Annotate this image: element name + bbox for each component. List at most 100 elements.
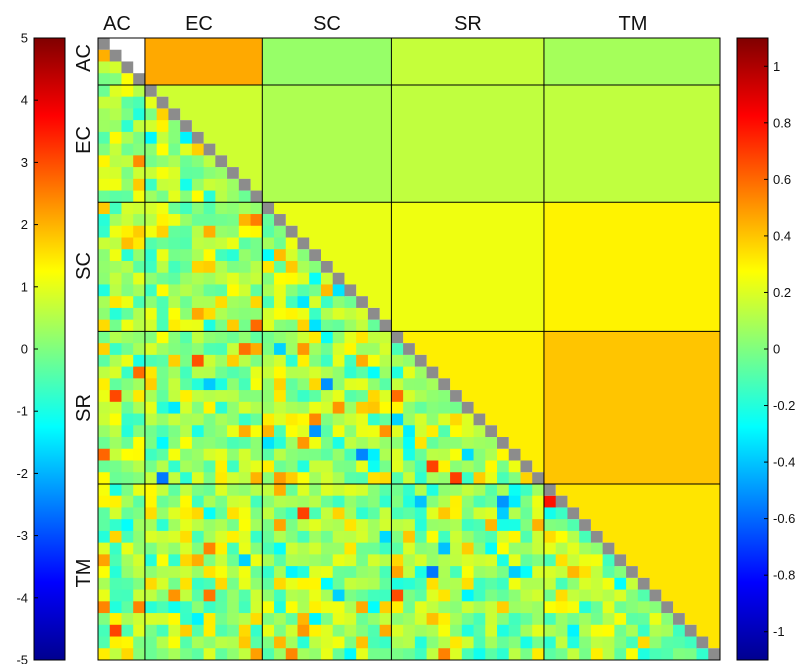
heatmap-cell: [203, 401, 216, 414]
heatmap-cell: [473, 437, 486, 450]
heatmap-cell: [180, 272, 193, 285]
heatmap-cell: [227, 413, 240, 426]
heatmap-cell: [133, 319, 146, 332]
heatmap-cell: [403, 530, 416, 544]
heatmap-cell: [168, 178, 181, 191]
heatmap-cell: [133, 84, 146, 98]
heatmap-cell: [391, 472, 404, 485]
diagonal-cell: [156, 96, 169, 109]
heatmap-cell: [168, 296, 181, 309]
heatmap-cell: [473, 542, 486, 555]
heatmap-cell: [320, 448, 334, 461]
heatmap-cell: [426, 613, 439, 626]
heatmap-cell: [356, 519, 369, 532]
heatmap-cell: [461, 437, 474, 450]
heatmap-cell: [203, 530, 216, 544]
heatmap-cell: [309, 331, 322, 344]
heatmap-cell: [121, 366, 134, 379]
heatmap-cell: [297, 249, 310, 262]
heatmap-cell: [215, 413, 228, 426]
heatmap-cell: [109, 472, 122, 485]
group-separators: [98, 38, 720, 660]
heatmap-cell: [98, 530, 111, 544]
heatmap-cell: [168, 472, 181, 485]
heatmap-cell: [250, 202, 263, 215]
heatmap-cell: [168, 390, 181, 403]
heatmap-cell: [121, 296, 134, 309]
heatmap-cell: [133, 120, 146, 133]
heatmap-cell: [144, 589, 158, 602]
heatmap-cell: [156, 507, 169, 520]
heatmap-cell: [614, 613, 627, 626]
diagonal-cell: [555, 495, 568, 508]
heatmap-cell: [144, 284, 158, 297]
heatmap-cell: [215, 519, 228, 532]
heatmap-cell: [332, 425, 345, 438]
heatmap-cell: [426, 554, 439, 567]
heatmap-cell: [109, 413, 122, 426]
heatmap-cell: [379, 354, 392, 368]
heatmap-cell: [414, 613, 428, 626]
heatmap-cell: [168, 566, 181, 579]
heatmap-cell: [485, 495, 498, 508]
matrix-frame: [97, 37, 721, 661]
heatmap-cell: [403, 554, 416, 567]
heatmap-cell: [250, 331, 263, 344]
heatmap-cell: [297, 425, 310, 438]
heatmap-cell: [379, 554, 392, 567]
heatmap-cell: [274, 307, 287, 321]
heatmap-cell: [403, 624, 416, 637]
heatmap-cell: [274, 636, 287, 649]
heatmap-cell: [391, 413, 404, 426]
heatmap-cell: [543, 530, 557, 544]
heatmap-cell: [133, 167, 146, 180]
heatmap-cell: [121, 249, 134, 262]
diagonal-cell: [637, 577, 650, 590]
heatmap-cell: [203, 167, 216, 180]
heatmap-cell: [543, 589, 557, 602]
heatmap-cell: [391, 343, 404, 356]
heatmap-cell: [332, 589, 345, 602]
heatmap-cell: [133, 354, 146, 368]
heatmap-cell: [121, 155, 134, 168]
heatmap-cell: [203, 272, 216, 285]
heatmap-cell: [403, 472, 416, 485]
heatmap-cell: [109, 542, 122, 555]
heatmap-cell: [391, 366, 404, 379]
heatmap-cell: [98, 354, 111, 368]
heatmap-cell: [297, 589, 310, 602]
heatmap-cell: [297, 260, 310, 274]
heatmap-cell: [320, 354, 334, 368]
heatmap-cell: [262, 343, 275, 356]
heatmap-cell: [238, 566, 251, 579]
heatmap-cell: [344, 296, 357, 309]
heatmap-cell: [626, 648, 639, 661]
heatmap-cell: [379, 437, 392, 450]
heatmap-cell: [144, 108, 158, 121]
heatmap-cell: [356, 613, 369, 626]
heatmap-cell: [320, 319, 334, 332]
heatmap-cell: [673, 636, 686, 649]
heatmap-cell: [109, 401, 122, 414]
heatmap-cell: [403, 613, 416, 626]
heatmap-cell: [262, 413, 275, 426]
heatmap-cell: [309, 413, 322, 426]
heatmap-cell: [168, 401, 181, 414]
heatmap-cell: [133, 542, 146, 555]
heatmap-cell: [379, 530, 392, 544]
heatmap-cell: [274, 331, 287, 344]
heatmap-cell: [473, 554, 486, 567]
heatmap-cell: [109, 167, 122, 180]
heatmap-cell: [215, 167, 228, 180]
heatmap-cell: [673, 624, 686, 637]
heatmap-cell: [180, 214, 193, 227]
heatmap-cell: [168, 624, 181, 637]
heatmap-cell: [497, 495, 510, 508]
heatmap-cell: [614, 601, 627, 614]
heatmap-cell: [168, 519, 181, 532]
heatmap-cell: [320, 307, 334, 321]
heatmap-cell: [414, 378, 428, 391]
heatmap-cell: [238, 437, 251, 450]
heatmap-cell: [227, 613, 240, 626]
